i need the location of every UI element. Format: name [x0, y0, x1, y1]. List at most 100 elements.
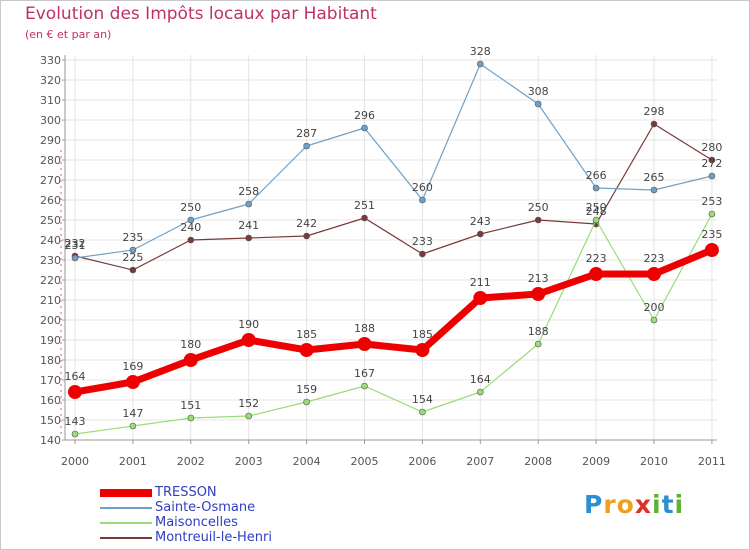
data-label: 260 [412, 181, 433, 194]
data-point [419, 196, 426, 204]
data-point [245, 200, 252, 208]
legend-swatch [100, 521, 152, 524]
data-label: 241 [238, 219, 259, 232]
x-tick-label: 2003 [235, 455, 263, 468]
data-label: 232 [65, 237, 86, 250]
data-point [241, 333, 256, 347]
x-tick-label: 2007 [466, 455, 494, 468]
data-label: 180 [180, 338, 201, 351]
data-point [415, 343, 430, 357]
data-label: 223 [644, 252, 665, 265]
data-point [245, 234, 252, 242]
x-tick-label: 2000 [61, 455, 89, 468]
y-tick-label: 270 [40, 174, 61, 187]
data-label: 328 [470, 45, 491, 58]
x-tick-label: 2004 [293, 455, 321, 468]
data-point [129, 246, 137, 254]
data-label: 250 [528, 201, 549, 214]
data-point [531, 287, 546, 301]
series-line-montreuil-le-henri [74, 123, 713, 271]
data-point [476, 388, 484, 396]
legend-swatch [100, 536, 152, 539]
x-tick-label: 2001 [119, 455, 147, 468]
y-tick-label: 310 [40, 94, 61, 107]
data-label: 169 [122, 360, 143, 373]
data-point [245, 412, 252, 420]
plot-area [65, 55, 717, 440]
data-label: 298 [644, 105, 665, 118]
data-point [476, 60, 484, 68]
y-tick-label: 160 [40, 394, 61, 407]
data-label: 233 [412, 235, 433, 248]
data-label: 272 [701, 157, 722, 170]
data-point [650, 186, 658, 194]
x-tick-label: 2011 [698, 455, 726, 468]
data-point [476, 230, 484, 238]
y-tick-label: 230 [40, 254, 61, 267]
y-tick-label: 320 [40, 74, 61, 87]
x-tick-label: 2006 [408, 455, 436, 468]
data-label: 188 [528, 325, 549, 338]
data-label: 280 [701, 141, 722, 154]
legend-label: Montreuil-le-Henri [155, 530, 272, 545]
data-point [650, 316, 658, 324]
data-label: 250 [586, 201, 607, 214]
data-label: 235 [122, 231, 143, 244]
data-label: 154 [412, 393, 433, 406]
data-label: 167 [354, 367, 375, 380]
x-tick-label: 2005 [351, 455, 379, 468]
data-point [303, 398, 310, 406]
data-label: 248 [586, 205, 607, 218]
data-point [647, 267, 661, 281]
data-label: 225 [122, 251, 143, 264]
data-point [589, 267, 604, 281]
data-point [183, 353, 198, 367]
data-point [419, 250, 426, 258]
data-point [357, 337, 372, 351]
data-point [361, 124, 368, 132]
data-label: 185 [412, 328, 433, 341]
data-point [534, 340, 542, 348]
x-tick-label: 2010 [640, 455, 668, 468]
data-point [592, 216, 600, 224]
data-label: 253 [701, 195, 722, 208]
legend-swatch [100, 488, 152, 497]
x-tick-label: 2002 [177, 455, 205, 468]
data-point [708, 210, 716, 218]
data-label: 164 [65, 370, 86, 383]
data-label: 251 [354, 199, 375, 212]
y-tick-label: 200 [40, 314, 61, 327]
data-label: 308 [528, 85, 549, 98]
legend-label: Maisoncelles [155, 515, 238, 530]
y-tick-label: 190 [40, 334, 61, 347]
data-label: 231 [65, 239, 86, 252]
chart-title: Evolution des Impôts locaux par Habitant [25, 4, 377, 24]
y-tick-label: 330 [40, 54, 61, 67]
data-point [534, 100, 542, 108]
data-point [129, 266, 137, 274]
data-label: 250 [180, 201, 201, 214]
data-label: 266 [586, 169, 607, 182]
y-tick-label: 300 [40, 114, 61, 127]
data-point [708, 172, 716, 180]
data-point [187, 216, 195, 224]
data-label: 213 [528, 272, 549, 285]
data-point [708, 156, 716, 164]
y-tick-label: 290 [40, 134, 61, 147]
y-tick-label: 250 [40, 214, 61, 227]
data-label: 188 [354, 322, 375, 335]
data-point [592, 184, 600, 192]
data-point [650, 120, 658, 128]
data-label: 159 [296, 383, 317, 396]
x-tick-label: 2009 [582, 455, 610, 468]
data-point [68, 385, 82, 399]
y-tick-label: 280 [40, 154, 61, 167]
chart-subtitle: (en € et par an) [25, 28, 112, 41]
data-label: 235 [701, 228, 722, 241]
data-label: 287 [296, 127, 317, 140]
data-point [299, 343, 314, 357]
data-label: 211 [470, 276, 491, 289]
data-point [71, 254, 79, 262]
data-label: 147 [122, 407, 143, 420]
